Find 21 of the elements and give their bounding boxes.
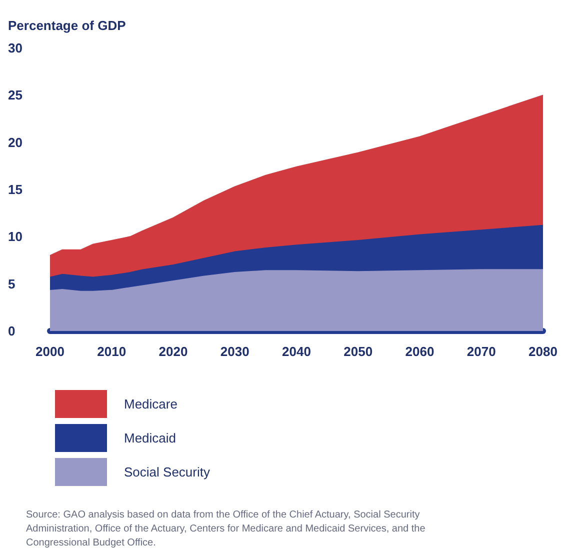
y-tick-label: 15 [8, 182, 22, 197]
legend-label: Social Security [124, 464, 210, 480]
x-tick-label: 2070 [466, 344, 496, 359]
x-tick-label: 2000 [36, 344, 64, 359]
legend-label: Medicaid [124, 430, 176, 446]
legend-label: Medicare [124, 396, 178, 412]
y-tick-label: 0 [8, 324, 16, 338]
x-tick-label: 2080 [528, 344, 558, 359]
x-tick-label: 2040 [282, 344, 311, 359]
x-tick-label: 2050 [344, 344, 373, 359]
x-tick-label: 2060 [405, 344, 434, 359]
y-tick-label: 30 [8, 40, 22, 56]
y-tick-label: 25 [8, 88, 22, 103]
y-axis-title: Percentage of GDP [8, 18, 126, 33]
x-tick-label: 2010 [97, 344, 126, 359]
y-tick-label: 5 [8, 276, 16, 292]
x-tick-label: 2030 [220, 344, 250, 359]
source-note: Source: GAO analysis based on data from the Office of the Chief Actuary, Social Security Administration, Office of the Actuary, Centers for Medicare and Medicaid Services, and the Congressional Budget Office. [26, 510, 428, 548]
y-tick-label: 20 [8, 134, 22, 150]
y-tick-label: 10 [8, 229, 22, 244]
x-tick-label: 2020 [158, 344, 188, 359]
